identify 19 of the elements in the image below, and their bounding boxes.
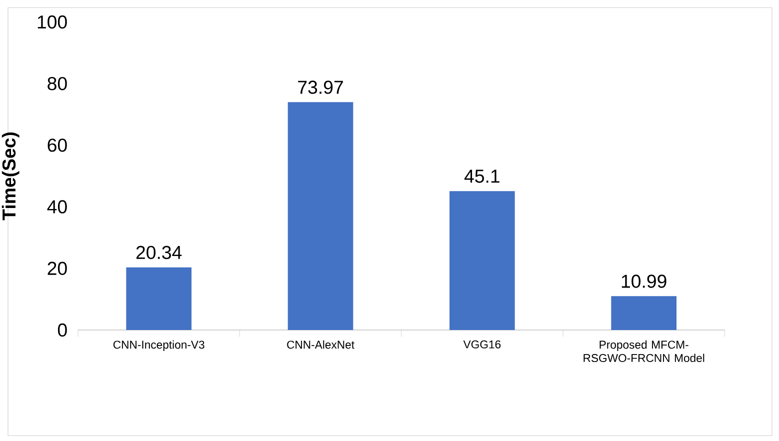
x-tick-label: VGG16 xyxy=(463,340,501,348)
y-tick-label: 80 xyxy=(48,76,67,90)
data-label: 73.97 xyxy=(298,80,343,94)
y-tick-label: 0 xyxy=(58,323,67,337)
y-tick-label: 40 xyxy=(47,200,67,214)
bar xyxy=(450,191,515,330)
x-tick-label: CNN-Inception-V3 xyxy=(113,340,204,351)
x-tick-label: CNN-AlexNet xyxy=(287,340,354,349)
y-tick-label: 60 xyxy=(48,138,67,152)
data-label: 45.1 xyxy=(464,170,500,183)
y-tick-label: 20 xyxy=(48,262,67,275)
bar xyxy=(611,296,676,330)
bar xyxy=(288,102,354,330)
y-tick-label: 100 xyxy=(38,15,67,29)
data-label: 20.34 xyxy=(136,246,182,260)
bar xyxy=(126,267,192,330)
x-tick-label: Proposed MFCM-RSGWO-FRCNN Model xyxy=(584,340,704,362)
data-label: 10.99 xyxy=(622,274,666,288)
y-axis-title: Time(Sec) xyxy=(2,132,20,220)
